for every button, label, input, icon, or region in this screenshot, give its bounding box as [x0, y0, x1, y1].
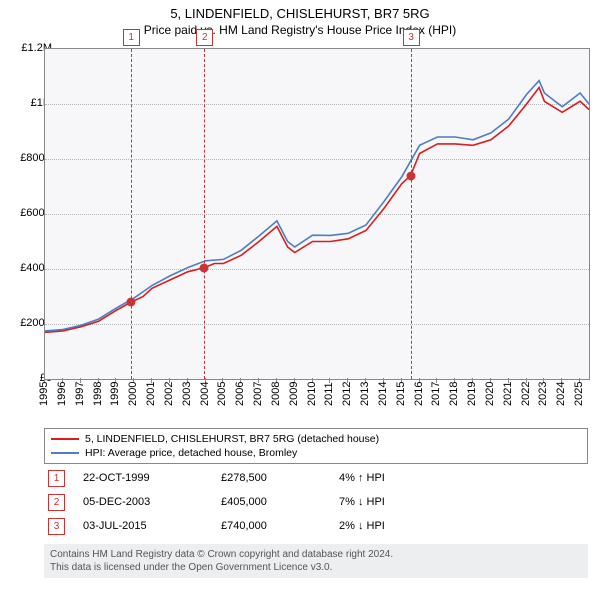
x-tick-label: 1996 [56, 382, 68, 406]
legend: 5, LINDENFIELD, CHISLEHURST, BR7 5RG (de… [44, 428, 588, 464]
x-tick-label: 2006 [234, 382, 246, 406]
x-tick-label: 2003 [181, 382, 193, 406]
x-tick-label: 1998 [92, 382, 104, 406]
x-tick-label: 2021 [502, 382, 514, 406]
sale-date: 22-OCT-1999 [83, 472, 203, 484]
sale-marker [200, 263, 209, 272]
x-tick-label: 2022 [520, 382, 532, 406]
x-tick-label: 2014 [377, 382, 389, 406]
sale-marker [406, 171, 415, 180]
x-tick-label: 2024 [555, 382, 567, 406]
legend-swatch-red [51, 438, 79, 440]
x-tick-label: 2010 [306, 382, 318, 406]
sale-marker [126, 298, 135, 307]
sales-table: 1 22-OCT-1999 £278,500 4% ↑ HPI 2 05-DEC-2003… [44, 466, 588, 538]
x-tick-label: 2009 [288, 382, 300, 406]
callout-line [411, 49, 412, 379]
sale-row: 1 22-OCT-1999 £278,500 4% ↑ HPI [44, 466, 588, 490]
footer-attribution: Contains HM Land Registry data © Crown c… [44, 544, 588, 578]
x-tick-label: 2016 [413, 382, 425, 406]
sale-price: £405,000 [221, 496, 321, 508]
x-tick-label: 2007 [252, 382, 264, 406]
x-tick-label: 2015 [395, 382, 407, 406]
sale-index: 1 [48, 470, 65, 487]
legend-label-red: 5, LINDENFIELD, CHISLEHURST, BR7 5RG (de… [85, 433, 379, 445]
sale-row: 3 03-JUL-2015 £740,000 2% ↓ HPI [44, 514, 588, 538]
callout-box: 3 [403, 29, 420, 46]
sale-diff: 4% ↑ HPI [339, 472, 459, 484]
sale-price: £740,000 [221, 520, 321, 532]
footer-line1: Contains HM Land Registry data © Crown c… [50, 548, 582, 561]
price-chart: 123 [44, 48, 590, 380]
x-tick-label: 2002 [163, 382, 175, 406]
series-line [45, 88, 589, 333]
x-tick-label: 2012 [341, 382, 353, 406]
callout-box: 2 [196, 29, 213, 46]
sale-date: 03-JUL-2015 [83, 520, 203, 532]
sale-row: 2 05-DEC-2003 £405,000 7% ↓ HPI [44, 490, 588, 514]
x-tick-label: 2018 [448, 382, 460, 406]
page-subtitle: Price paid vs. HM Land Registry's House … [0, 21, 600, 41]
x-tick-label: 2005 [216, 382, 228, 406]
x-tick-label: 2023 [537, 382, 549, 406]
series-line [45, 81, 589, 331]
x-tick-label: 1995 [38, 382, 50, 406]
x-tick-label: 2011 [323, 382, 335, 406]
x-tick-label: 2000 [127, 382, 139, 406]
chart-svg [45, 49, 589, 379]
callout-line [204, 49, 205, 379]
sale-index: 2 [48, 494, 65, 511]
legend-label-blue: HPI: Average price, detached house, Brom… [85, 447, 297, 459]
sale-diff: 7% ↓ HPI [339, 496, 459, 508]
page-title: 5, LINDENFIELD, CHISLEHURST, BR7 5RG [0, 0, 600, 21]
sale-date: 05-DEC-2003 [83, 496, 203, 508]
callout-line [131, 49, 132, 379]
x-tick-label: 1999 [109, 382, 121, 406]
x-tick-label: 2008 [270, 382, 282, 406]
x-tick-label: 2019 [466, 382, 478, 406]
callout-box: 1 [123, 29, 140, 46]
x-tick-label: 2020 [484, 382, 496, 406]
x-tick-label: 2017 [430, 382, 442, 406]
sale-diff: 2% ↓ HPI [339, 520, 459, 532]
sale-price: £278,500 [221, 472, 321, 484]
x-tick-label: 2025 [573, 382, 585, 406]
legend-swatch-blue [51, 452, 79, 454]
x-tick-label: 2013 [359, 382, 371, 406]
x-tick-label: 1997 [74, 382, 86, 406]
footer-line2: This data is licensed under the Open Gov… [50, 561, 582, 574]
sale-index: 3 [48, 518, 65, 535]
x-tick-label: 2004 [199, 382, 211, 406]
x-tick-label: 2001 [145, 382, 157, 406]
